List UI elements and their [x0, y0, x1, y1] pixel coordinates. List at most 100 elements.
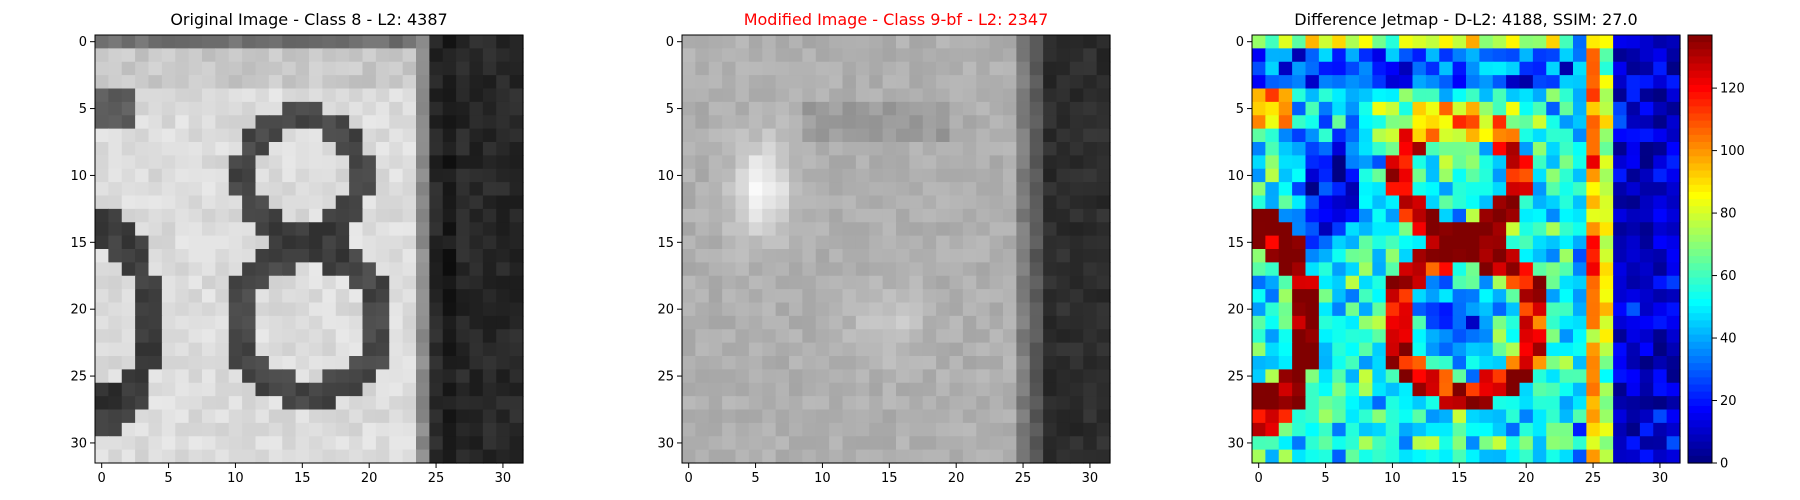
heatmap-cell: [962, 249, 977, 263]
heatmap-cell: [349, 115, 364, 130]
heatmap-cell: [268, 262, 283, 277]
heatmap-cell: [1305, 436, 1320, 451]
heatmap-cell: [161, 249, 176, 263]
heatmap-cell: [1332, 449, 1347, 464]
heatmap-cell: [735, 342, 750, 357]
heatmap-cell: [1083, 369, 1098, 384]
heatmap-cell: [1399, 422, 1414, 437]
heatmap-cell: [389, 329, 404, 344]
heatmap-cell: [1666, 262, 1681, 277]
heatmap-cell: [989, 422, 1004, 437]
heatmap-cell: [1412, 75, 1427, 90]
heatmap-cell: [268, 128, 283, 143]
heatmap-cell: [1492, 302, 1507, 317]
heatmap-cell: [175, 356, 190, 370]
heatmap-cell: [1666, 235, 1681, 250]
heatmap-cell: [949, 262, 964, 277]
heatmap-cell: [375, 422, 390, 437]
heatmap-cell: [1653, 195, 1668, 210]
heatmap-cell: [255, 262, 270, 277]
heatmap-cell: [936, 289, 951, 304]
heatmap-cell: [402, 409, 417, 424]
heatmap-cell: [1043, 249, 1058, 263]
heatmap-cell: [175, 75, 190, 90]
heatmap-cell: [1399, 101, 1414, 116]
heatmap-cell: [802, 302, 817, 317]
heatmap-cell: [1639, 88, 1654, 103]
heatmap-cell: [1096, 88, 1111, 103]
heatmap-cell: [1069, 449, 1084, 464]
heatmap-cell: [1532, 449, 1547, 464]
heatmap-cell: [148, 195, 163, 210]
heatmap-cell: [442, 128, 457, 143]
heatmap-cell: [282, 329, 297, 344]
heatmap-cell: [309, 302, 323, 317]
heatmap-cell: [976, 208, 991, 223]
heatmap-cell: [1613, 275, 1628, 290]
heatmap-cell: [1359, 396, 1373, 411]
heatmap-cell: [429, 35, 444, 49]
heatmap-cell: [1345, 208, 1360, 223]
heatmap-cell: [989, 315, 1004, 330]
heatmap-cell: [1318, 115, 1333, 130]
heatmap-cell: [855, 101, 870, 116]
heatmap-cell: [108, 101, 123, 116]
heatmap-cell: [322, 342, 337, 357]
heatmap-cell: [949, 75, 964, 90]
heatmap-cell: [869, 342, 884, 357]
heatmap-cell: [1586, 409, 1601, 424]
heatmap-cell: [682, 142, 696, 156]
heatmap-cell: [1332, 262, 1347, 277]
heatmap-cell: [1519, 115, 1534, 130]
heatmap-cell: [1573, 422, 1587, 437]
heatmap-cell: [416, 195, 430, 210]
heatmap-cell: [1385, 356, 1400, 370]
heatmap-cell: [1278, 35, 1293, 49]
heatmap-cell: [1653, 88, 1668, 103]
x-tick-label: 10: [814, 471, 831, 486]
heatmap-cell: [442, 155, 457, 170]
heatmap-cell: [1345, 436, 1360, 451]
heatmap-cell: [1069, 289, 1084, 304]
heatmap-cell: [188, 342, 203, 357]
heatmap-cell: [442, 195, 457, 210]
heatmap-cell: [295, 61, 310, 76]
heatmap-cell: [309, 396, 323, 411]
heatmap-cell: [962, 329, 977, 344]
heatmap-cell: [1359, 262, 1373, 277]
heatmap-cell: [456, 315, 471, 330]
heatmap-cell: [335, 168, 350, 183]
heatmap-cell: [1439, 155, 1454, 170]
heatmap-cell: [121, 235, 136, 250]
colorbar-segment: [1688, 49, 1712, 57]
heatmap-cell: [282, 249, 297, 263]
heatmap-cell: [1399, 409, 1414, 424]
heatmap-cell: [1439, 315, 1454, 330]
heatmap-cell: [188, 222, 203, 237]
heatmap-cell: [456, 422, 471, 437]
heatmap-cell: [1586, 356, 1601, 370]
heatmap-cell: [775, 329, 790, 344]
heatmap-cell: [282, 409, 297, 424]
heatmap-cell: [389, 422, 404, 437]
heatmap-cell: [1029, 48, 1044, 63]
heatmap-cell: [322, 449, 337, 464]
heatmap-cell: [1479, 262, 1494, 277]
heatmap-cell: [695, 356, 710, 370]
heatmap-cell: [815, 329, 830, 344]
heatmap-cell: [1425, 61, 1440, 76]
heatmap-cell: [1666, 422, 1681, 437]
heatmap-cell: [1332, 101, 1347, 116]
heatmap-cell: [989, 128, 1004, 143]
heatmap-cell: [1492, 182, 1507, 197]
heatmap-cell: [1096, 195, 1111, 210]
heatmap-cell: [1003, 75, 1017, 90]
heatmap-cell: [202, 48, 216, 63]
heatmap-cell: [1372, 235, 1387, 250]
heatmap-cell: [1492, 35, 1507, 49]
heatmap-cell: [496, 155, 511, 170]
heatmap-cell: [1096, 409, 1111, 424]
heatmap-cell: [482, 128, 497, 143]
heatmap-cell: [469, 422, 484, 437]
heatmap-2: [1252, 35, 1681, 464]
